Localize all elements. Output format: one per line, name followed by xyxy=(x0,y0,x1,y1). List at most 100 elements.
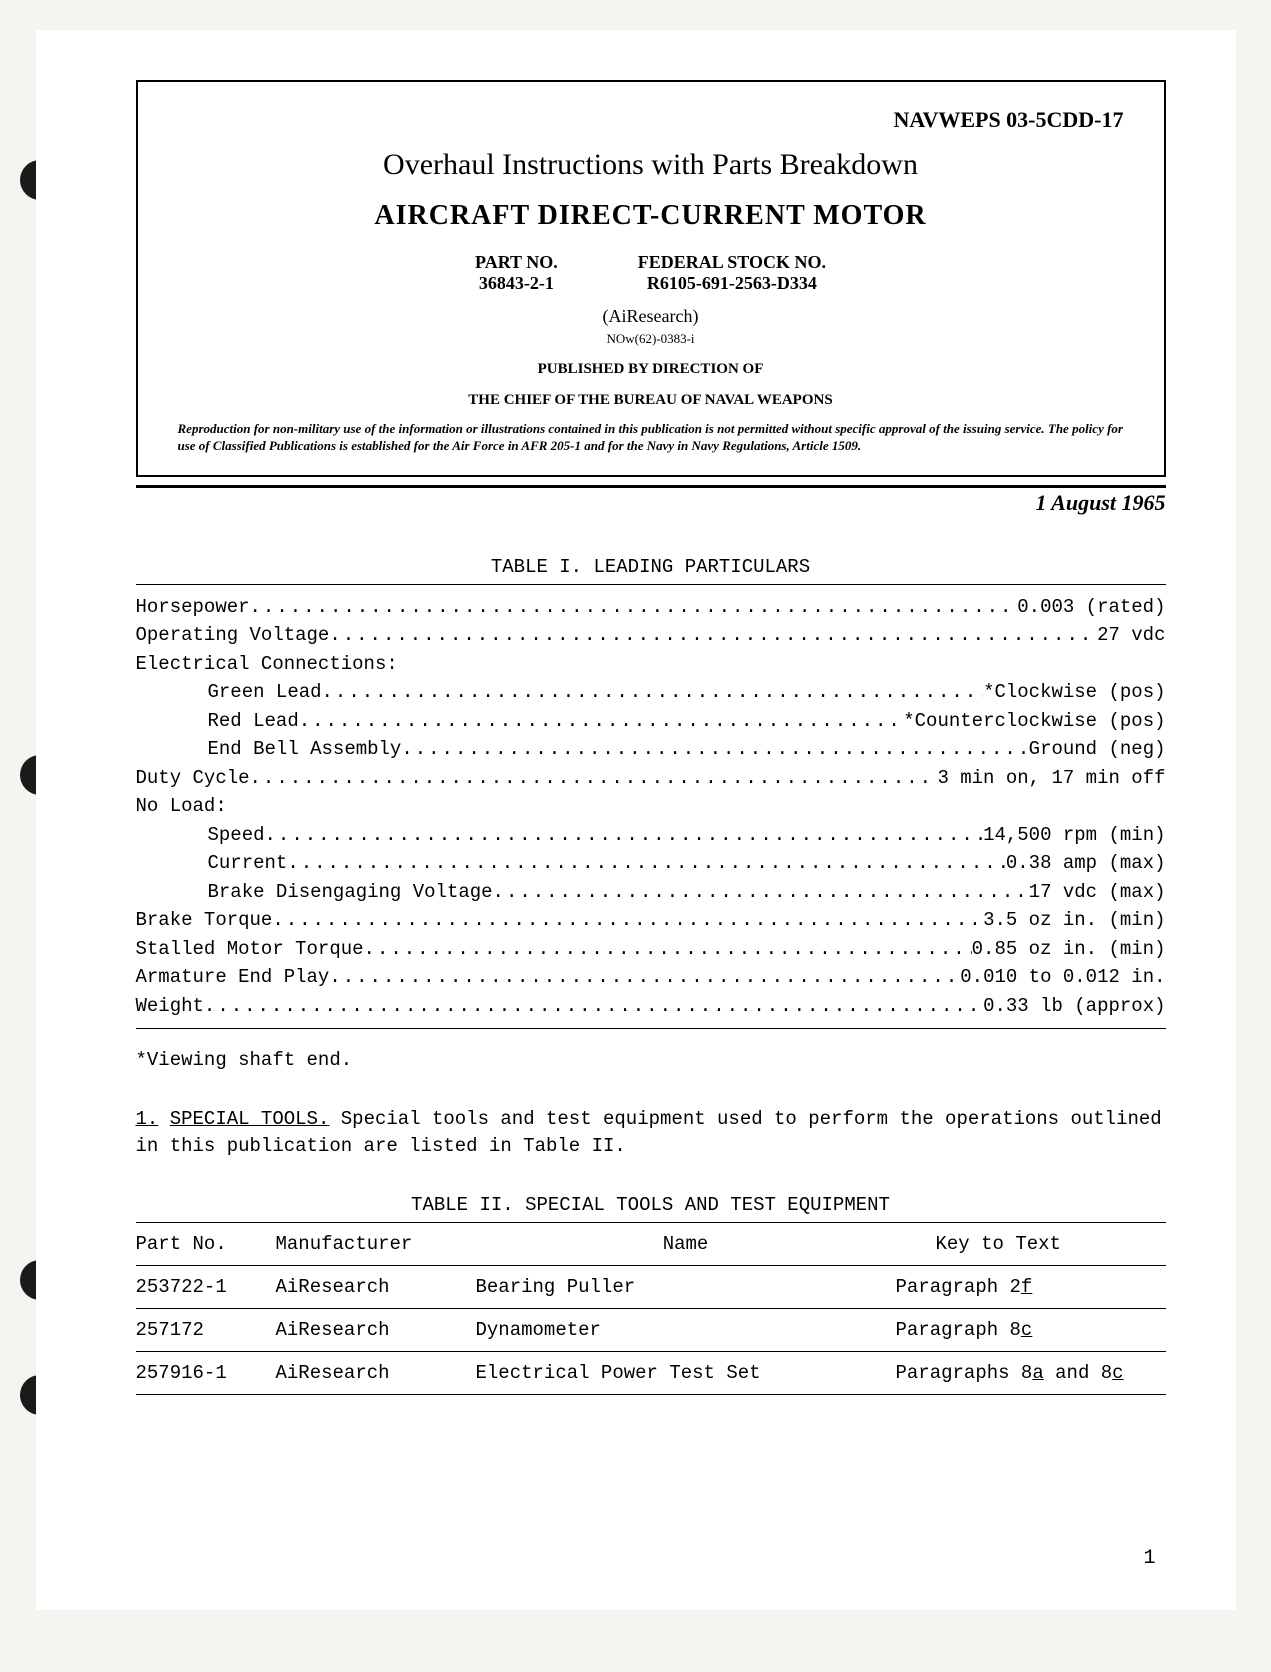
reproduction-disclaimer: Reproduction for non-military use of the… xyxy=(178,421,1124,455)
spec-value: Ground (neg) xyxy=(1029,735,1166,764)
spec-label: Electrical Connections: xyxy=(136,650,398,679)
company-name: (AiResearch) xyxy=(178,306,1124,327)
part-no-value: 36843-2-1 xyxy=(475,273,558,294)
title-box: NAVWEPS 03-5CDD-17 Overhaul Instructions… xyxy=(136,80,1166,477)
cell-name: Bearing Puller xyxy=(476,1276,896,1298)
fed-stock-value: R6105-691-2563-D334 xyxy=(638,273,826,294)
spec-value: 14,500 rpm (min) xyxy=(983,821,1165,850)
published-by-line2: THE CHIEF OF THE BUREAU OF NAVAL WEAPONS xyxy=(178,392,1124,409)
spec-value: 0.010 to 0.012 in. xyxy=(960,963,1165,992)
spec-label: Armature End Play xyxy=(136,963,330,992)
part-no-label: PART NO. xyxy=(475,252,558,273)
spec-leader-dots: ........................................… xyxy=(299,707,904,736)
spec-label: Brake Torque xyxy=(136,906,273,935)
spec-leader-dots: ........................................… xyxy=(322,678,984,707)
spec-leader-dots: ........................................… xyxy=(401,735,1028,764)
cell-key: Paragraphs 8a and 8c xyxy=(896,1362,1146,1384)
document-subtitle: AIRCRAFT DIRECT-CURRENT MOTOR xyxy=(178,200,1124,232)
spec-row: Green Lead .............................… xyxy=(136,678,1166,707)
cell-partno: 253722-1 xyxy=(136,1276,276,1298)
col-header-key: Key to Text xyxy=(896,1233,1146,1255)
spec-value: 3 min on, 17 min off xyxy=(937,764,1165,793)
spec-leader-dots: ........................................… xyxy=(204,992,983,1021)
spec-value: 3.5 oz in. (min) xyxy=(983,906,1165,935)
spec-row: Weight .................................… xyxy=(136,992,1166,1021)
spec-value: 0.003 (rated) xyxy=(1017,593,1165,622)
spec-label: Duty Cycle xyxy=(136,764,250,793)
spec-row: Current ................................… xyxy=(136,849,1166,878)
spec-label: Brake Disengaging Voltage xyxy=(208,878,493,907)
spec-leader-dots: ........................................… xyxy=(250,764,938,793)
spec-leader-dots: ........................................… xyxy=(493,878,1029,907)
spec-row: Horsepower .............................… xyxy=(136,593,1166,622)
spec-leader-dots: ........................................… xyxy=(272,906,983,935)
spec-leader-dots: ........................................… xyxy=(329,963,960,992)
spec-label: No Load: xyxy=(136,792,227,821)
table2-title: TABLE II. SPECIAL TOOLS AND TEST EQUIPME… xyxy=(136,1194,1166,1216)
section-number: 1. xyxy=(136,1108,159,1130)
section-1-text: 1. SPECIAL TOOLS. Special tools and test… xyxy=(136,1106,1166,1159)
document-title: Overhaul Instructions with Parts Breakdo… xyxy=(178,148,1124,182)
cell-partno: 257916-1 xyxy=(136,1362,276,1384)
spec-value: 27 vdc xyxy=(1097,621,1165,650)
table1-title: TABLE I. LEADING PARTICULARS xyxy=(136,556,1166,578)
spec-row: Red Lead ...............................… xyxy=(136,707,1166,736)
spec-label: Red Lead xyxy=(208,707,299,736)
spec-label: Horsepower xyxy=(136,593,250,622)
cell-manufacturer: AiResearch xyxy=(276,1362,476,1384)
col-header-manufacturer: Manufacturer xyxy=(276,1233,476,1255)
cell-manufacturer: AiResearch xyxy=(276,1319,476,1341)
spec-label: Green Lead xyxy=(208,678,322,707)
part-numbers-row: PART NO. 36843-2-1 FEDERAL STOCK NO. R61… xyxy=(178,252,1124,294)
cell-partno: 257172 xyxy=(136,1319,276,1341)
leading-particulars-table: Horsepower .............................… xyxy=(136,584,1166,1030)
spec-value: 17 vdc (max) xyxy=(1029,878,1166,907)
spec-row: Duty Cycle .............................… xyxy=(136,764,1166,793)
table-row: 257172AiResearchDynamometerParagraph 8c xyxy=(136,1309,1166,1352)
spec-row: Speed ..................................… xyxy=(136,821,1166,850)
contract-number: NOw(62)-0383-i xyxy=(178,331,1124,347)
table-row: 257916-1AiResearchElectrical Power Test … xyxy=(136,1352,1166,1395)
spec-leader-dots: ........................................… xyxy=(287,849,1006,878)
cell-key: Paragraph 8c xyxy=(896,1319,1146,1341)
page-number: 1 xyxy=(1143,1547,1155,1570)
special-tools-table: Part No. Manufacturer Name Key to Text 2… xyxy=(136,1222,1166,1395)
fed-stock-label: FEDERAL STOCK NO. xyxy=(638,252,826,273)
spec-row: Brake Disengaging Voltage ..............… xyxy=(136,878,1166,907)
spec-row: Brake Torque ...........................… xyxy=(136,906,1166,935)
spec-row: Operating Voltage ......................… xyxy=(136,621,1166,650)
spec-label: Stalled Motor Torque xyxy=(136,935,364,964)
table2-header-row: Part No. Manufacturer Name Key to Text xyxy=(136,1222,1166,1266)
spec-value: 0.38 amp (max) xyxy=(1006,849,1166,878)
published-by-line1: PUBLISHED BY DIRECTION OF xyxy=(178,361,1124,378)
table-row: 253722-1AiResearchBearing PullerParagrap… xyxy=(136,1266,1166,1309)
document-page: NAVWEPS 03-5CDD-17 Overhaul Instructions… xyxy=(36,30,1236,1610)
spec-row: Electrical Connections: xyxy=(136,650,1166,679)
spec-row: Stalled Motor Torque ...................… xyxy=(136,935,1166,964)
spec-label: Weight xyxy=(136,992,204,1021)
spec-value: *Clockwise (pos) xyxy=(983,678,1165,707)
spec-row: Armature End Play ......................… xyxy=(136,963,1166,992)
spec-row: End Bell Assembly ......................… xyxy=(136,735,1166,764)
spec-value: 0.33 lb (approx) xyxy=(983,992,1165,1021)
spec-label: End Bell Assembly xyxy=(208,735,402,764)
spec-leader-dots: ........................................… xyxy=(250,593,1018,622)
spec-label: Operating Voltage xyxy=(136,621,330,650)
col-header-partno: Part No. xyxy=(136,1233,276,1255)
spec-leader-dots: ........................................… xyxy=(364,935,972,964)
cell-name: Electrical Power Test Set xyxy=(476,1362,896,1384)
spec-label: Speed xyxy=(208,821,265,850)
spec-leader-dots: ........................................… xyxy=(329,621,1097,650)
spec-label: Current xyxy=(208,849,288,878)
spec-leader-dots: ........................................… xyxy=(265,821,984,850)
publication-date: 1 August 1965 xyxy=(136,485,1166,516)
cell-name: Dynamometer xyxy=(476,1319,896,1341)
table1-footnote: *Viewing shaft end. xyxy=(136,1049,1166,1071)
section-heading: SPECIAL TOOLS. xyxy=(170,1108,330,1130)
spec-value: 0.85 oz in. (min) xyxy=(972,935,1166,964)
document-id: NAVWEPS 03-5CDD-17 xyxy=(178,107,1124,133)
col-header-name: Name xyxy=(476,1233,896,1255)
spec-row: No Load: xyxy=(136,792,1166,821)
spec-value: *Counterclockwise (pos) xyxy=(903,707,1165,736)
cell-manufacturer: AiResearch xyxy=(276,1276,476,1298)
